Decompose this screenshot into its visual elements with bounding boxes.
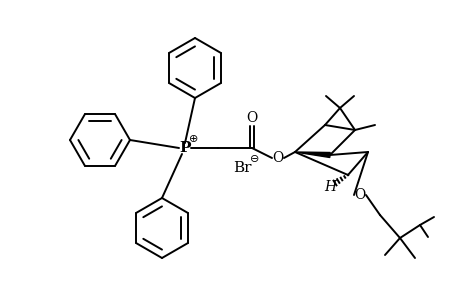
- Text: ⊕: ⊕: [189, 134, 198, 144]
- Text: Br: Br: [233, 161, 251, 175]
- Text: H: H: [323, 180, 336, 194]
- Text: O: O: [246, 111, 257, 125]
- Text: O: O: [272, 151, 283, 165]
- Text: O: O: [353, 188, 365, 202]
- Polygon shape: [294, 152, 330, 158]
- Text: P: P: [179, 141, 190, 155]
- Text: ⊖: ⊖: [250, 154, 259, 164]
